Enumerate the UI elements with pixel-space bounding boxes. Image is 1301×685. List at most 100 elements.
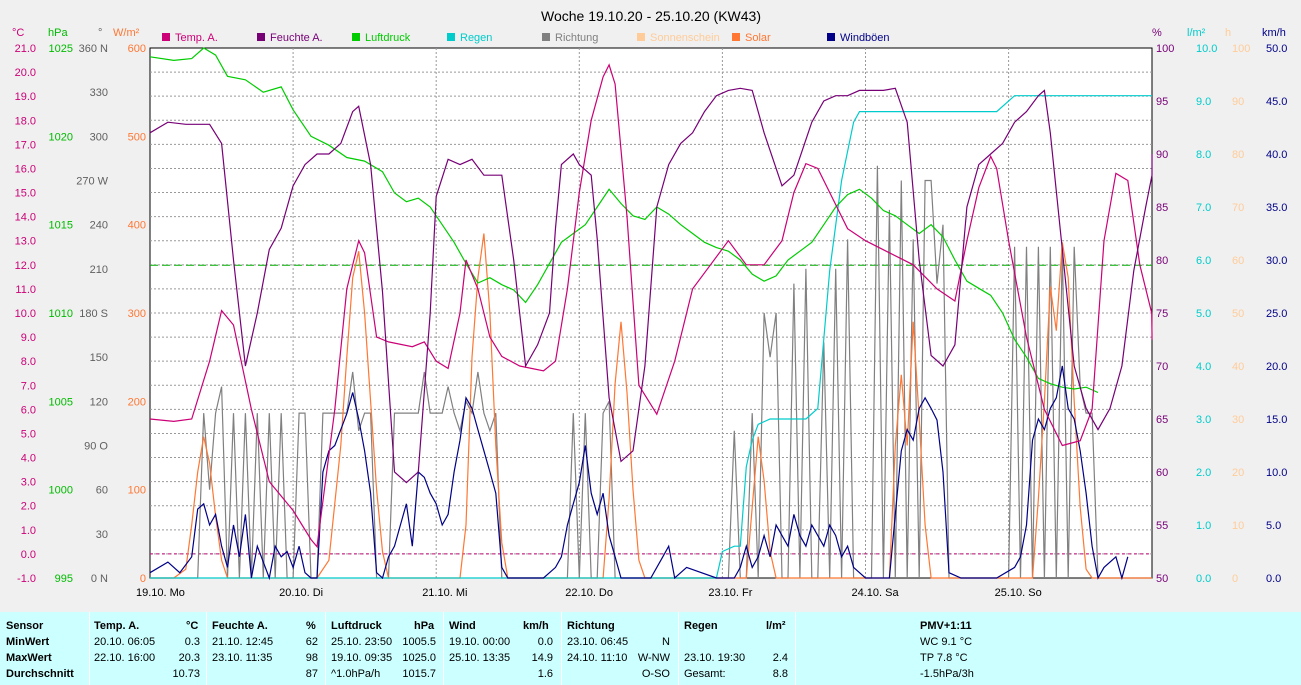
- x-axis-labels: 19.10. Mo 20.10. Di 21.10. Mi 22.10. Do 23.1…: [136, 587, 1042, 599]
- axis-tick-rain: 4.0: [1196, 361, 1211, 373]
- axis-tick-pressure: 995: [55, 573, 73, 585]
- axis-tick-direction: 300: [90, 131, 108, 143]
- stats-humidity-max-time: 23.10. 11:35: [212, 652, 273, 664]
- legend: Temp. A. Feuchte A. Luftdruck Regen Richtung…: [162, 32, 890, 44]
- legend-label: Temp. A.: [175, 32, 218, 44]
- grid: [150, 48, 1152, 578]
- axis-tick-sunshine: 40: [1232, 361, 1244, 373]
- axis-tick-direction: 330: [90, 87, 108, 99]
- axis-tick-sunshine: 30: [1232, 414, 1244, 426]
- axis-tick-sunshine: 0: [1232, 573, 1238, 585]
- stats-rain-header: Regen: [684, 620, 718, 632]
- axis-tick-wind: 40.0: [1266, 149, 1287, 161]
- axis-tick-solar: 500: [128, 131, 146, 143]
- x-axis-label: 20.10. Di: [279, 587, 323, 599]
- axis-tick-rain: 1.0: [1196, 520, 1211, 532]
- x-axis-label: 21.10. Mi: [422, 587, 467, 599]
- axis-unit-solar: W/m²: [113, 27, 140, 39]
- axis-tick-sunshine: 10: [1232, 520, 1244, 532]
- weather-chart: Woche 19.10.20 - 25.10.20 (KW43) 21.0 20.…: [12, 8, 1288, 599]
- axis-tick-solar: 300: [128, 308, 146, 320]
- axis-tick-temp: 3.0: [21, 477, 36, 489]
- chart-title: Woche 19.10.20 - 25.10.20 (KW43): [541, 8, 761, 24]
- stats-temp-min-time: 20.10. 06:05: [94, 636, 156, 648]
- legend-swatch: [542, 33, 550, 41]
- stats-direction-max-value: W-NW: [637, 652, 670, 664]
- axis-tick-sunshine: 60: [1232, 255, 1244, 267]
- axis-tick-temp: 14.0: [15, 212, 36, 224]
- axis-tick-rain: 2.0: [1196, 467, 1211, 479]
- axis-tick-wind: 25.0: [1266, 308, 1287, 320]
- stats-temp-max-value: 20.3: [178, 652, 200, 664]
- axis-tick-temp: 12.0: [15, 260, 36, 272]
- axis-tick-rain: 6.0: [1196, 255, 1211, 267]
- axis-tick-direction: 240: [90, 220, 108, 232]
- stats-dewpoint: TP 7.8 °C: [920, 652, 968, 664]
- stats-windchill: WC 9.1 °C: [920, 636, 973, 648]
- axis-tick-rain: 5.0: [1196, 308, 1211, 320]
- stats-min-label: MinWert: [6, 636, 50, 648]
- axis-tick-temp: 10.0: [15, 308, 36, 320]
- stats-humidity-header: Feuchte A.: [212, 620, 268, 632]
- axis-unit-humidity: %: [1152, 27, 1162, 39]
- axis-unit-wind: km/h: [1262, 27, 1286, 39]
- legend-label: Richtung: [555, 32, 598, 44]
- axis-tick-wind: 15.0: [1266, 414, 1287, 426]
- axis-tick-solar: 0: [140, 573, 146, 585]
- axis-tick-sunshine: 90: [1232, 96, 1244, 108]
- axis-tick-humidity: 65: [1156, 414, 1168, 426]
- legend-label: Windböen: [840, 32, 890, 44]
- axis-tick-pressure: 1005: [49, 396, 73, 408]
- axis-tick-sunshine: 20: [1232, 467, 1244, 479]
- series-line-solar: [150, 233, 1152, 579]
- stats-avg-label: Durchschnitt: [6, 668, 74, 680]
- statistics-panel: Sensor MinWert MaxWert Durchschnitt Temp…: [0, 612, 1301, 685]
- stats-direction-header: Richtung: [567, 620, 615, 632]
- axis-tick-rain: 0.0: [1196, 573, 1211, 585]
- stats-pressure-trend-3h: -1.5hPa/3h: [920, 668, 974, 680]
- axis-tick-temp: 8.0: [21, 356, 36, 368]
- legend-swatch: [827, 33, 835, 41]
- axis-tick-wind: 45.0: [1266, 96, 1287, 108]
- axis-tick-temp: 17.0: [15, 139, 36, 151]
- axis-tick-humidity: 85: [1156, 202, 1168, 214]
- axis-tick-humidity: 95: [1156, 96, 1168, 108]
- axis-tick-solar: 100: [128, 485, 146, 497]
- axis-tick-direction: 360 N: [79, 43, 108, 55]
- stats-pressure-min-time: 25.10. 23:50: [331, 636, 393, 648]
- legend-label: Sonnenschein: [650, 32, 720, 44]
- stats-pressure-min-value: 1005.5: [402, 636, 436, 648]
- legend-swatch: [447, 33, 455, 41]
- x-axis-label: 19.10. Mo: [136, 587, 185, 599]
- axis-tick-solar: 200: [128, 396, 146, 408]
- axis-tick-humidity: 75: [1156, 308, 1168, 320]
- axis-tick-solar: 600: [128, 43, 146, 55]
- axis-tick-pressure: 1000: [49, 485, 73, 497]
- legend-label: Solar: [745, 32, 771, 44]
- axis-tick-temp: -1.0: [17, 573, 36, 585]
- axis-tick-temp: 13.0: [15, 236, 36, 248]
- stats-wind-min-time: 19.10. 00:00: [449, 636, 511, 648]
- stats-pmv-header: PMV+1:11: [920, 620, 972, 632]
- axis-unit-temp: °C: [12, 27, 24, 39]
- x-axis-label: 24.10. Sa: [852, 587, 900, 599]
- stats-humidity-max-value: 98: [305, 652, 318, 664]
- stats-humidity-unit: %: [306, 620, 316, 632]
- stats-sensor-header: Sensor: [6, 620, 44, 632]
- axis-tick-rain: 3.0: [1196, 414, 1211, 426]
- series-line-regen: [150, 95, 1152, 579]
- axis-tick-direction: 150: [90, 352, 108, 364]
- stats-temp-avg-value: 10.73: [172, 668, 200, 680]
- stats-pressure-max-time: 19.10. 09:35: [331, 652, 393, 664]
- axis-tick-temp: 2.0: [21, 501, 36, 513]
- axis-tick-rain: 9.0: [1196, 96, 1211, 108]
- legend-swatch: [162, 33, 170, 41]
- axis-tick-humidity: 60: [1156, 467, 1168, 479]
- stats-temp-min-value: 0.3: [184, 636, 200, 648]
- axis-tick-temp: 20.0: [15, 67, 36, 79]
- axis-tick-temp: 5.0: [21, 428, 36, 440]
- axis-tick-rain: 10.0: [1196, 43, 1217, 55]
- stats-pressure-max-value: 1025.0: [402, 652, 436, 664]
- series-line-temp-a-: [149, 63, 1153, 549]
- stats-wind-max-time: 25.10. 13:35: [449, 652, 511, 664]
